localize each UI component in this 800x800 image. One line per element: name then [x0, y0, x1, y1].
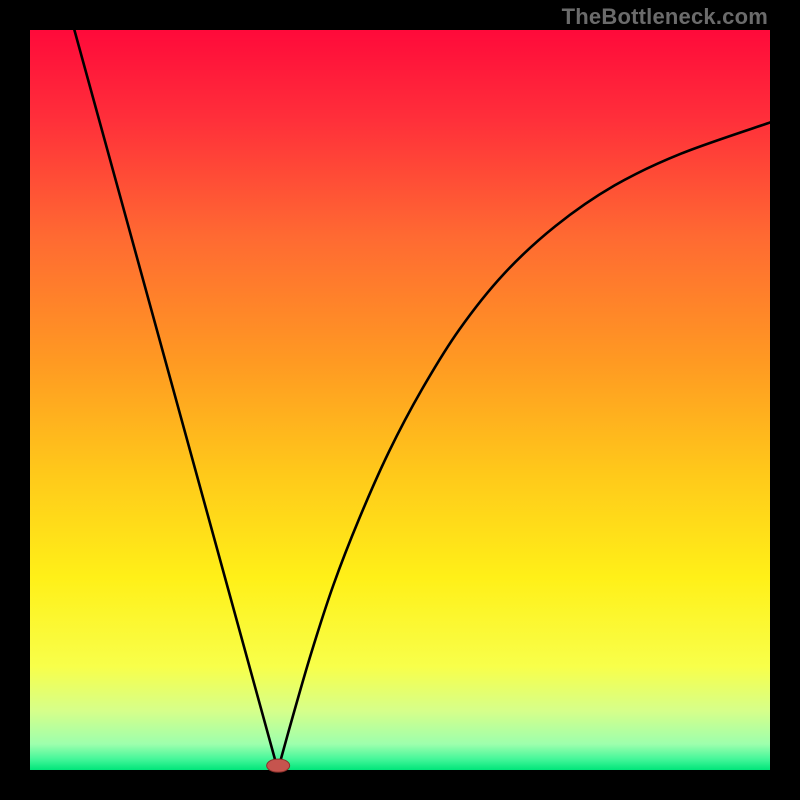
minimum-marker [266, 758, 290, 773]
chart-frame: TheBottleneck.com [0, 0, 800, 800]
bottleneck-curve [30, 30, 770, 770]
watermark-text: TheBottleneck.com [562, 4, 768, 30]
plot-area [30, 30, 770, 770]
